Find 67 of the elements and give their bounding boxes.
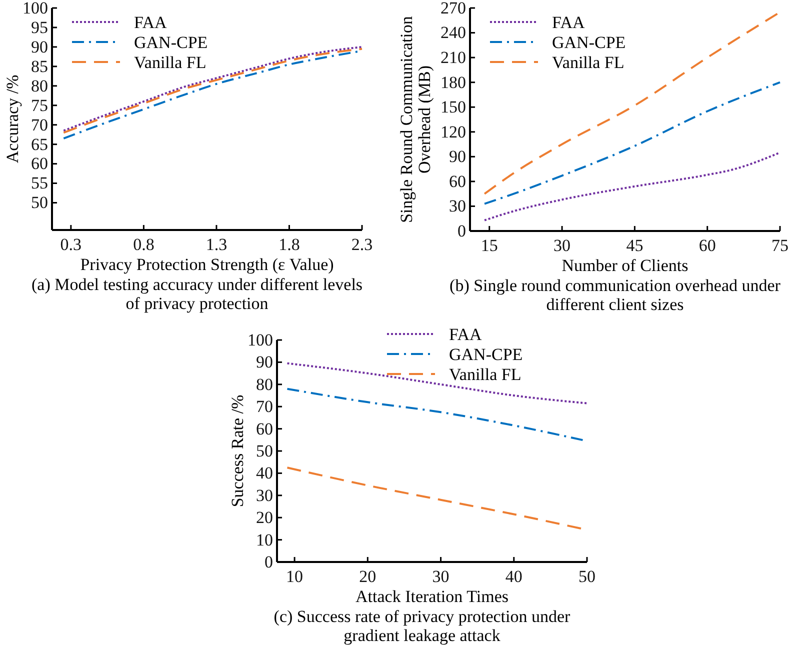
y-tick-label: 90 xyxy=(256,352,273,372)
x-tick-label: 30 xyxy=(554,236,571,256)
y-tick-label: 60 xyxy=(449,172,466,191)
y-tick-label: 65 xyxy=(31,134,48,154)
x-tick-label: 50 xyxy=(578,567,596,586)
x-tick-label: 40 xyxy=(505,567,522,586)
y-tick-label: 150 xyxy=(440,98,466,117)
y-tick-label: 90 xyxy=(449,147,466,166)
x-axis-title: Privacy Protection Strength (ε Value) xyxy=(80,255,334,274)
y-tick-label: 90 xyxy=(31,37,48,56)
legend-label: GAN-CPE xyxy=(134,33,208,52)
x-tick-label: 15 xyxy=(480,236,498,256)
y-tick-label: 40 xyxy=(256,464,273,483)
y-axis-title: Accuracy /% xyxy=(3,74,22,164)
y-axis-title: Single Round Communication Overhead (MB) xyxy=(397,16,434,223)
y-tick-label: 20 xyxy=(256,508,273,528)
y-tick-label: 0 xyxy=(264,552,273,572)
y-tick-label: 100 xyxy=(248,330,273,350)
y-tick-label: 50 xyxy=(31,193,48,212)
legend-label: FAA xyxy=(449,325,482,344)
legend-label: FAA xyxy=(134,13,168,32)
legend-label: FAA xyxy=(552,13,586,32)
legend-label: GAN-CPE xyxy=(449,345,523,364)
legend-label: GAN-CPE xyxy=(552,33,626,52)
text: (a) Model testing accuracy under different levels of privacy protection xyxy=(31,275,363,313)
x-tick-label: 10 xyxy=(286,567,304,586)
y-tick-label: 80 xyxy=(31,76,48,96)
y-tick-label: 50 xyxy=(256,441,273,460)
x-tick-label: 20 xyxy=(359,567,376,586)
y-tick-label: 240 xyxy=(440,23,466,42)
x-tick-label: 2.3 xyxy=(351,235,373,254)
y-tick-label: 100 xyxy=(22,0,48,18)
y-tick-label: 10 xyxy=(256,530,273,550)
x-axis-title: Attack Iteration Times xyxy=(356,587,508,606)
legend-label: Vanilla FL xyxy=(134,53,206,72)
line-series xyxy=(286,362,588,404)
y-tick-label: 120 xyxy=(440,122,466,142)
y-tick-label: 0 xyxy=(458,221,466,240)
x-tick-label: 45 xyxy=(626,236,644,256)
y-tick-label: 55 xyxy=(31,174,48,193)
y-tick-label: 180 xyxy=(440,72,466,92)
y-tick-label: 210 xyxy=(440,48,466,67)
text: (b) Single round communication overhead under different client sizes xyxy=(450,276,781,314)
y-tick-label: 70 xyxy=(31,115,48,134)
x-tick-label: 1.8 xyxy=(278,235,300,254)
y-axis-title: Success Rate /% xyxy=(228,394,247,508)
x-tick-label: 0.3 xyxy=(60,235,82,254)
x-axis-title: Number of Clients xyxy=(562,256,688,275)
legend-label: Vanilla FL xyxy=(449,365,522,384)
x-tick-label: 1.3 xyxy=(206,235,228,254)
x-tick-label: 75 xyxy=(772,236,788,256)
text: (c) Success rate of privacy protection under gradient leakage attack xyxy=(274,607,571,645)
line-series xyxy=(484,152,781,222)
legend-label: Vanilla FL xyxy=(552,53,624,72)
y-tick-label: 60 xyxy=(31,154,48,174)
y-tick-label: 30 xyxy=(449,196,466,216)
y-tick-label: 95 xyxy=(31,18,48,37)
y-tick-label: 75 xyxy=(31,96,48,115)
y-tick-label: 85 xyxy=(31,56,48,76)
y-tick-label: 30 xyxy=(256,486,273,505)
y-tick-label: 270 xyxy=(440,0,466,18)
y-tick-label: 80 xyxy=(256,374,273,394)
x-tick-label: 60 xyxy=(698,236,716,256)
x-tick-label: 0.8 xyxy=(133,235,154,254)
line-series xyxy=(484,81,781,205)
y-tick-label: 70 xyxy=(256,397,273,416)
y-tick-label: 60 xyxy=(256,419,273,438)
